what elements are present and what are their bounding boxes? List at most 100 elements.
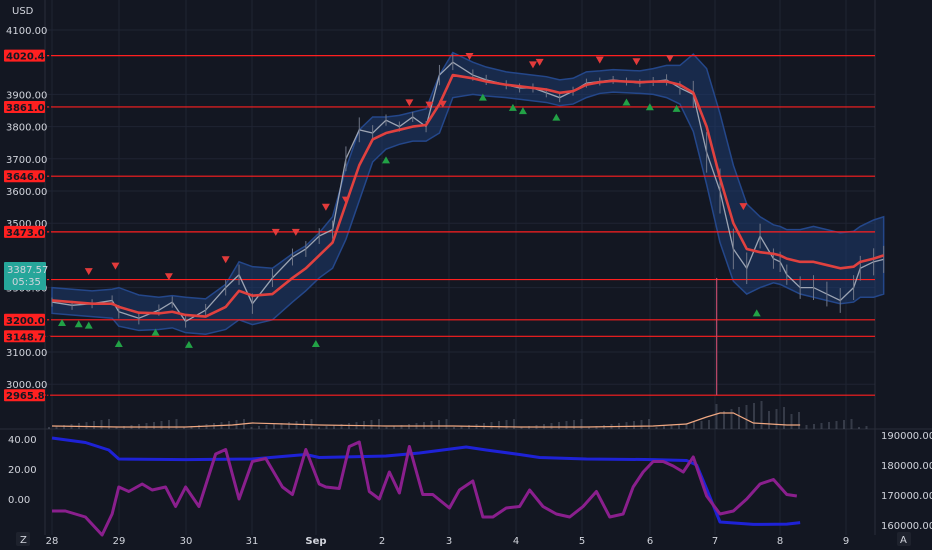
sell-signal-marker bbox=[321, 203, 330, 211]
sell-signal-marker bbox=[164, 273, 173, 281]
volume-bar bbox=[715, 404, 718, 429]
volume-bar bbox=[685, 423, 688, 429]
oscillator-right-tick-label: 160000.00 bbox=[881, 521, 932, 532]
level-tag-label: 2965.84 bbox=[6, 391, 52, 402]
volume-bar bbox=[468, 425, 470, 429]
volume-bar bbox=[625, 422, 628, 429]
volume-bar bbox=[370, 420, 373, 429]
buy-signal-marker bbox=[74, 320, 83, 328]
zoom-toggle-label: Z bbox=[20, 535, 27, 546]
volume-bar bbox=[183, 427, 185, 429]
volume-bar bbox=[145, 423, 148, 429]
sell-signal-marker bbox=[528, 61, 537, 69]
volume-bar bbox=[633, 421, 635, 429]
current-price-value: 3387.57 bbox=[7, 265, 48, 276]
level-tag bbox=[4, 170, 45, 183]
volume-bar bbox=[738, 407, 740, 429]
volume-bar bbox=[385, 427, 388, 429]
volume-bar bbox=[558, 422, 560, 429]
volume-bar bbox=[438, 420, 440, 429]
auto-scale-label: A bbox=[900, 535, 907, 546]
level-tag bbox=[4, 330, 45, 343]
volume-bar bbox=[550, 423, 553, 429]
date-tick-label: 29 bbox=[113, 536, 126, 547]
volume-bar bbox=[460, 426, 463, 429]
volume-bar bbox=[498, 421, 500, 429]
level-tag-label: 3861.00 bbox=[6, 103, 52, 114]
date-tick-label: 6 bbox=[647, 536, 653, 547]
sell-signal-marker bbox=[341, 196, 350, 204]
price-tick-label: 3000.00 bbox=[6, 380, 47, 391]
volume-bar bbox=[655, 427, 658, 429]
date-tick-label: 3 bbox=[446, 536, 452, 547]
volume-bar bbox=[168, 420, 170, 429]
volume-bar bbox=[445, 419, 448, 429]
level-tag-label: 4020.40 bbox=[6, 52, 52, 63]
buy-signal-marker bbox=[508, 103, 517, 111]
volume-bar bbox=[258, 426, 260, 429]
volume-bar bbox=[430, 421, 433, 429]
volume-bar bbox=[580, 419, 583, 429]
volume-bar bbox=[783, 407, 785, 429]
date-tick-label: 30 bbox=[180, 536, 193, 547]
volume-bar bbox=[670, 425, 673, 429]
buy-signal-marker bbox=[752, 309, 761, 317]
volume-bar bbox=[115, 427, 118, 429]
oscillator-tick-label: 20.00 bbox=[8, 465, 37, 476]
oscillator-right-tick-label: 170000.00 bbox=[881, 491, 932, 502]
oscillator-pane bbox=[51, 436, 801, 537]
buy-signal-marker bbox=[518, 107, 527, 115]
axes: USD4100.003900.003800.003700.003600.0035… bbox=[6, 6, 932, 547]
volume-bar bbox=[790, 414, 793, 429]
volume-bar bbox=[100, 420, 103, 429]
zoom-toggle-button[interactable] bbox=[16, 532, 30, 546]
volume-bar bbox=[588, 427, 590, 429]
sell-signal-marker bbox=[405, 99, 414, 107]
buy-signal-marker bbox=[151, 328, 160, 336]
volume-bar bbox=[93, 421, 95, 429]
level-tag bbox=[4, 313, 45, 326]
bollinger-band bbox=[51, 51, 885, 336]
level-tag-label: 3200.00 bbox=[6, 316, 52, 327]
volume-bar bbox=[723, 411, 725, 429]
buy-signal-marker bbox=[58, 319, 67, 327]
volume-bar bbox=[850, 419, 853, 429]
volume-bar bbox=[250, 427, 253, 429]
volume-bar bbox=[520, 427, 523, 429]
volume-bar bbox=[295, 421, 298, 429]
date-tick-label: Sep bbox=[305, 536, 326, 547]
level-tag bbox=[4, 389, 45, 402]
volume-bar bbox=[175, 419, 178, 429]
volume-bar bbox=[318, 427, 320, 429]
volume-bar bbox=[453, 427, 455, 429]
buy-signal-marker bbox=[84, 321, 93, 329]
volume-bar bbox=[393, 426, 395, 429]
date-tick-label: 7 bbox=[712, 536, 718, 547]
volume-bar bbox=[700, 421, 703, 429]
volume-bar bbox=[858, 427, 860, 429]
date-tick-label: 31 bbox=[246, 536, 259, 547]
volume-bar bbox=[160, 421, 163, 429]
volume-bar bbox=[573, 420, 575, 429]
volume-bar bbox=[663, 426, 665, 429]
volume-bar bbox=[828, 422, 830, 429]
oscillator-tick-label: 0.00 bbox=[8, 495, 30, 506]
price-tick-label: 3100.00 bbox=[6, 348, 47, 359]
sell-signal-marker bbox=[665, 54, 674, 62]
oscillator-right-tick-label: 190000.00 bbox=[881, 431, 932, 442]
auto-scale-button[interactable] bbox=[897, 532, 911, 546]
volume-bar bbox=[798, 412, 800, 429]
date-tick-label: 28 bbox=[46, 536, 59, 547]
date-tick-label: 9 bbox=[843, 536, 849, 547]
volume-bar bbox=[108, 419, 110, 429]
volume-bar bbox=[640, 420, 643, 429]
volume-bar bbox=[55, 426, 58, 429]
moving-average-line bbox=[51, 73, 885, 318]
volume-bar bbox=[378, 419, 380, 429]
volume-bar bbox=[678, 424, 680, 429]
moving-average bbox=[51, 73, 885, 318]
volume-bar bbox=[708, 420, 710, 429]
current-price-tag bbox=[4, 262, 46, 290]
buy-signal-marker bbox=[552, 113, 561, 121]
